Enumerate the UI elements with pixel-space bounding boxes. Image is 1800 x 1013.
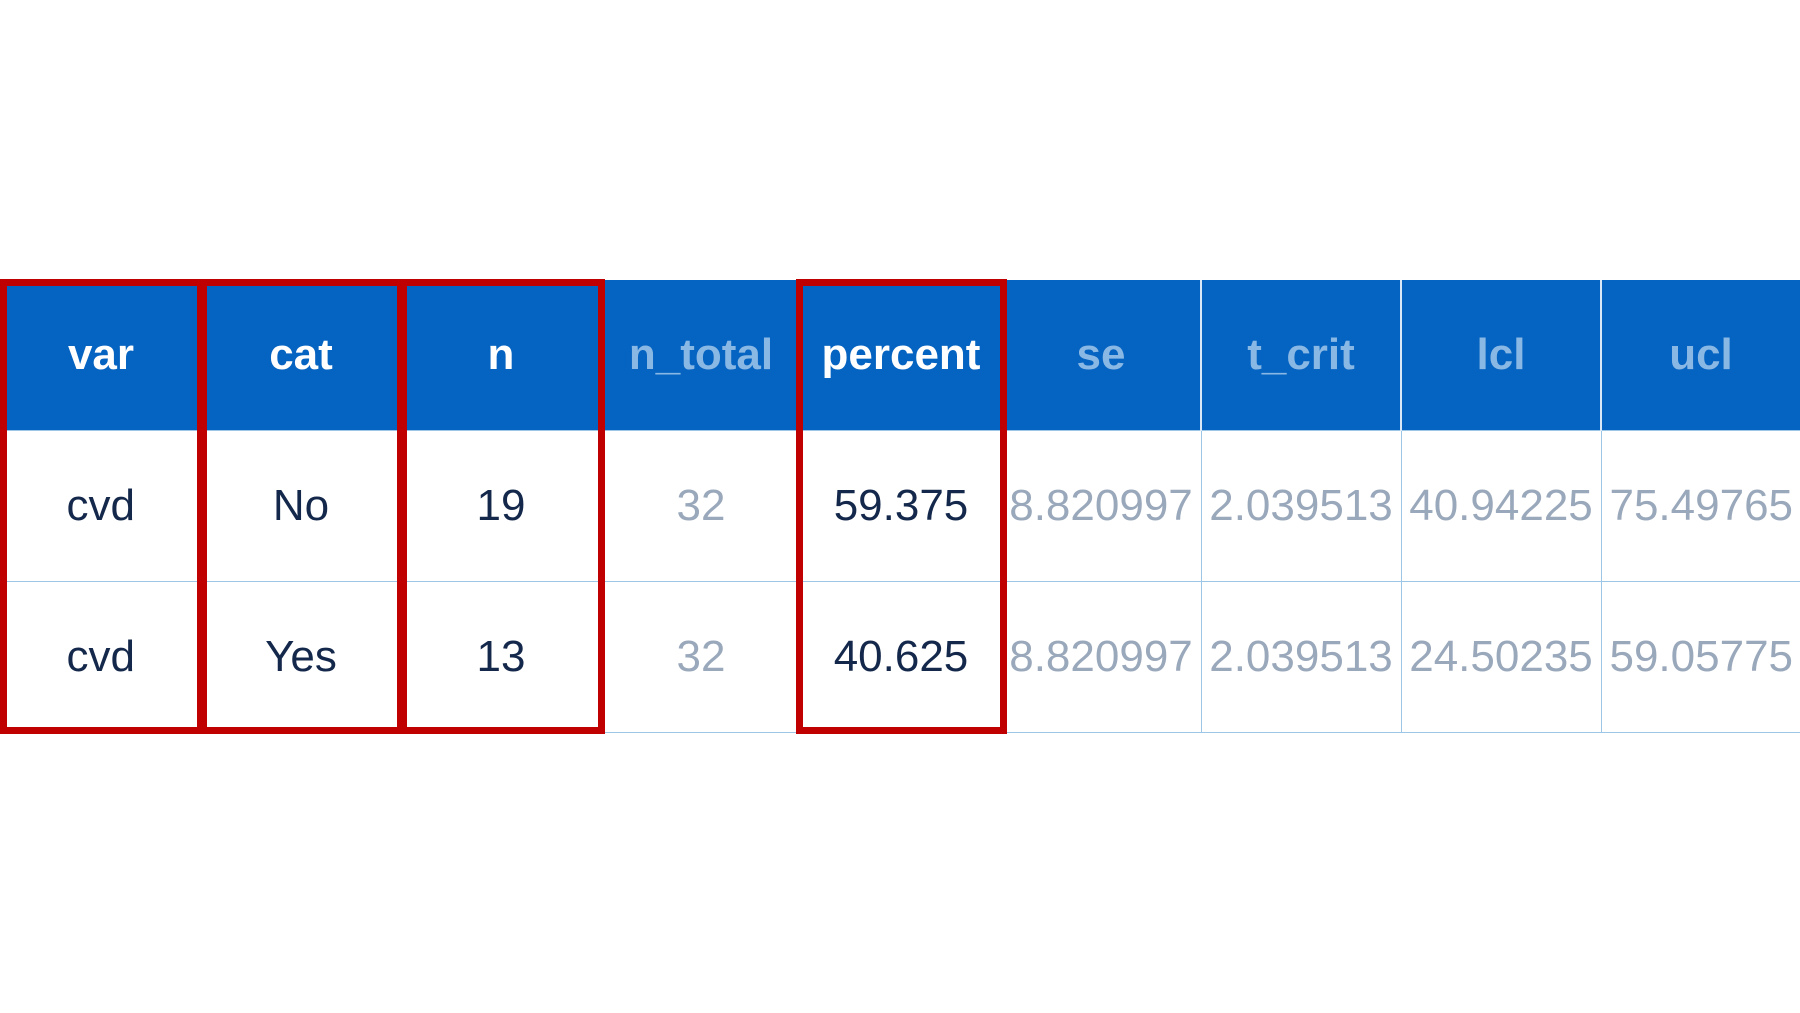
cell-n-total: 32 — [600, 581, 802, 733]
column-header-n-total: n_total — [600, 280, 802, 431]
cell-var: cvd — [1, 430, 202, 582]
cell-percent: 40.625 — [800, 581, 1002, 733]
cell-var: cvd — [1, 581, 202, 733]
table-row: cvd Yes 13 32 40.625 8.820997 2.039513 2… — [1, 581, 1800, 733]
table-row: cvd No 19 32 59.375 8.820997 2.039513 40… — [1, 430, 1800, 582]
cell-t-crit: 2.039513 — [1200, 581, 1402, 733]
column-header-ucl: ucl — [1600, 280, 1800, 431]
cell-n-total: 32 — [600, 430, 802, 582]
cell-se: 8.820997 — [1000, 581, 1202, 733]
cell-ucl: 59.05775 — [1600, 581, 1800, 733]
cell-cat: No — [200, 430, 402, 582]
cell-t-crit: 2.039513 — [1200, 430, 1402, 582]
cell-lcl: 24.50235 — [1400, 581, 1602, 733]
column-header-var: var — [0, 280, 202, 431]
column-header-percent: percent — [800, 280, 1002, 431]
column-header-se: se — [1000, 280, 1202, 431]
cell-n: 19 — [400, 430, 602, 582]
column-header-n: n — [400, 280, 602, 431]
header-row: var cat n n_total percent se t_crit lcl … — [0, 280, 1800, 431]
column-header-t-crit: t_crit — [1200, 280, 1402, 431]
cell-lcl: 40.94225 — [1400, 430, 1602, 582]
cell-cat: Yes — [200, 581, 402, 733]
cell-se: 8.820997 — [1000, 430, 1202, 582]
results-table: var cat n n_total percent se t_crit lcl … — [0, 280, 1800, 733]
column-header-lcl: lcl — [1400, 280, 1602, 431]
cell-n: 13 — [400, 581, 602, 733]
cell-ucl: 75.49765 — [1600, 430, 1800, 582]
column-header-cat: cat — [200, 280, 402, 431]
cell-percent: 59.375 — [800, 430, 1002, 582]
